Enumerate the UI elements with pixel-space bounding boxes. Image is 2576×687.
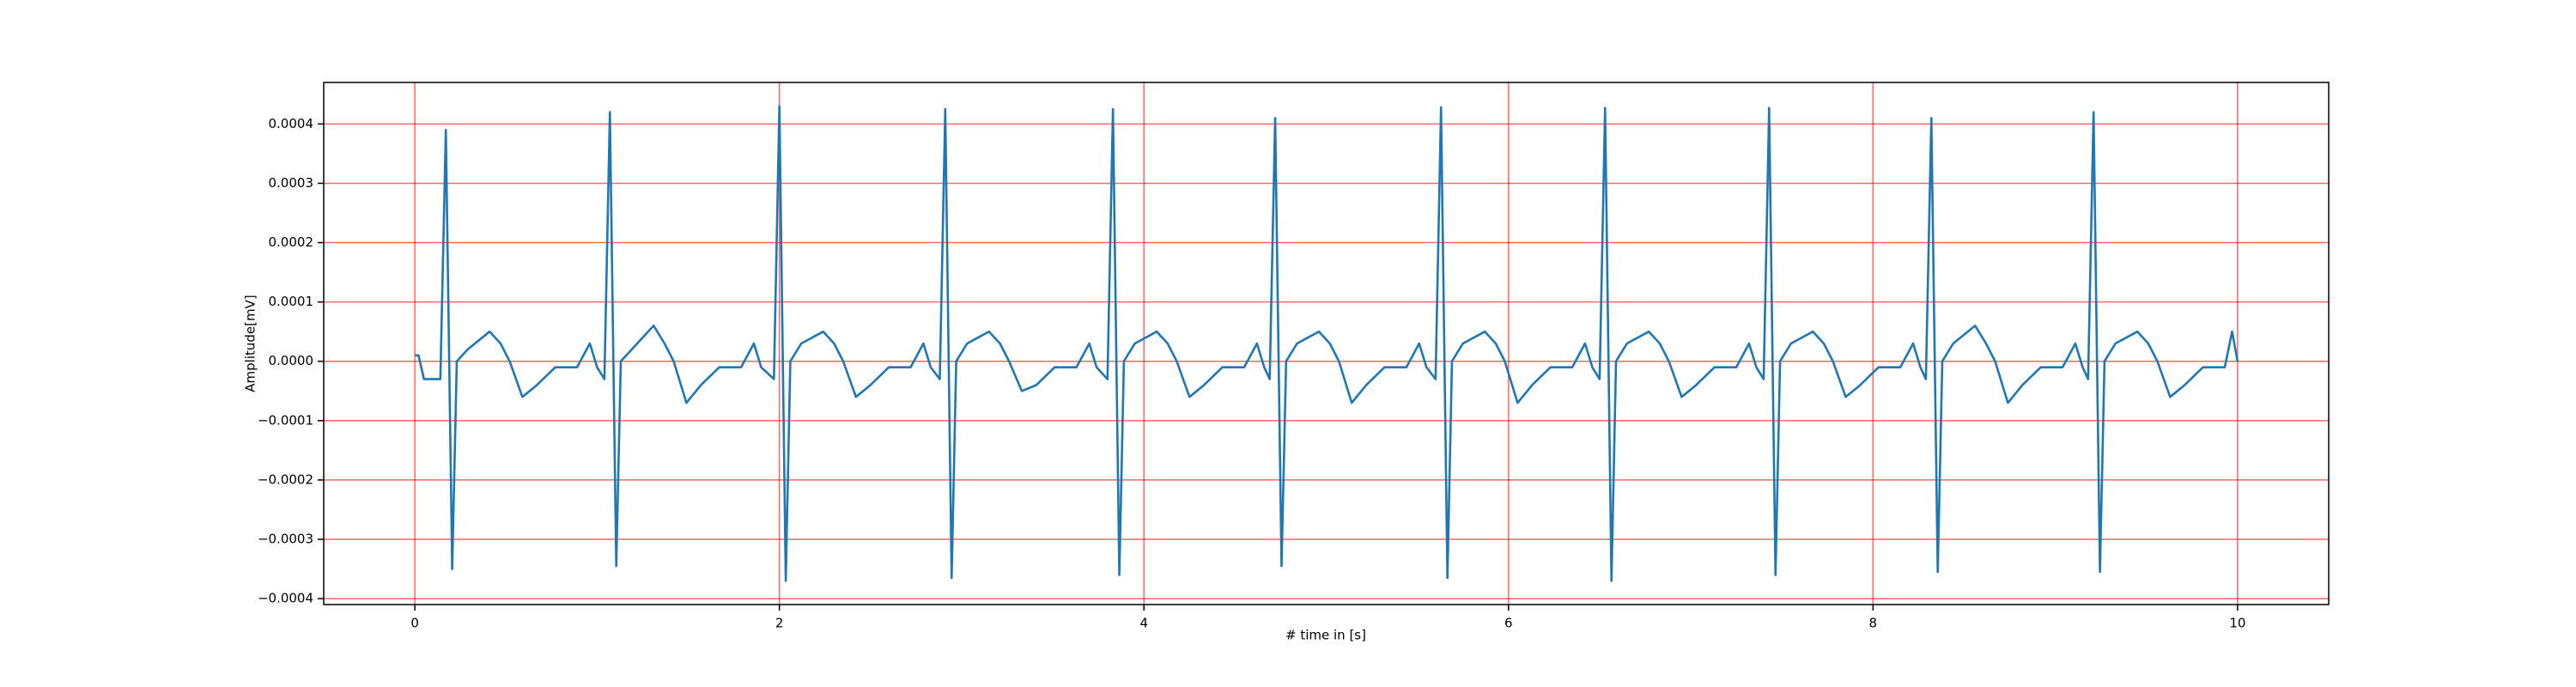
x-tick-label: 8 xyxy=(1869,616,1878,631)
y-tick-label: 0.0003 xyxy=(269,175,314,191)
x-axis-label: # time in [s] xyxy=(1285,628,1366,643)
x-tick-label: 2 xyxy=(775,616,784,631)
y-tick-label: −0.0003 xyxy=(258,532,313,547)
x-tick-label: 10 xyxy=(2229,616,2245,631)
y-tick-label: 0.0002 xyxy=(269,234,314,250)
y-tick-label: 0.0004 xyxy=(269,116,314,131)
x-tick-label: 4 xyxy=(1139,616,1148,631)
y-tick-label: −0.0001 xyxy=(258,412,313,428)
x-tick-label: 6 xyxy=(1504,616,1513,631)
y-tick-label: −0.0004 xyxy=(258,591,313,606)
ecg-line xyxy=(415,105,2239,582)
y-axis-label: Amplitude[mV] xyxy=(243,295,258,392)
y-tick-label: 0.0000 xyxy=(269,353,314,368)
plot-frame xyxy=(323,82,2330,605)
y-tick-label: 0.0001 xyxy=(269,294,314,309)
y-tick-label: −0.0002 xyxy=(258,471,313,487)
x-tick-label: 0 xyxy=(410,616,419,631)
